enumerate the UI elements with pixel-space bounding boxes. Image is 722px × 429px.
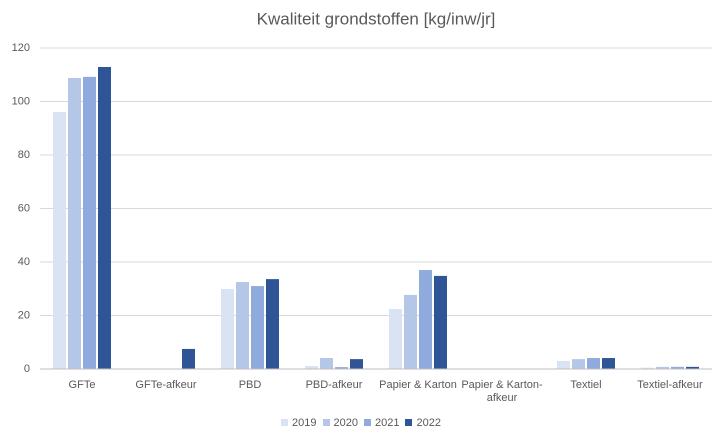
bar — [68, 77, 81, 370]
legend-label: 2020 — [333, 417, 358, 429]
y-tick-label: 100 — [12, 95, 30, 107]
x-tick-label: Papier & Karton-afkeur — [461, 379, 543, 404]
bar — [602, 358, 615, 369]
x-tick-label: Textiel — [570, 379, 602, 391]
bar — [335, 367, 348, 369]
x-tick-label: GFTe-afkeur — [135, 379, 197, 391]
x-tick-label: Textiel-afkeur — [637, 379, 703, 391]
legend-item: 2019 — [281, 417, 317, 429]
bar — [572, 359, 585, 369]
legend-item: 2022 — [405, 417, 441, 429]
y-tick-label: 80 — [18, 149, 30, 161]
bar — [182, 348, 195, 369]
legend-swatch — [405, 419, 413, 426]
legend-label: 2019 — [292, 417, 317, 429]
x-tick-label: GFTe — [68, 379, 96, 391]
bar — [350, 359, 363, 369]
chart-title: Kwaliteit grondstoffen [kg/inw/jr] — [257, 9, 496, 28]
legend-item: 2021 — [364, 417, 399, 429]
bar — [305, 366, 318, 369]
bar — [389, 309, 402, 369]
y-tick-label: 60 — [18, 202, 30, 214]
bar — [320, 358, 333, 369]
bar — [686, 366, 699, 369]
y-tick-label: 0 — [24, 363, 30, 375]
legend-item: 2020 — [322, 417, 358, 429]
y-tick-label: 40 — [18, 256, 30, 268]
bar — [641, 367, 654, 369]
legend-swatch — [322, 419, 330, 426]
bar — [557, 360, 570, 369]
bar — [404, 294, 417, 369]
legend: 2019 2020 2021 2022 — [0, 417, 722, 429]
bar — [236, 282, 249, 369]
bar — [587, 358, 600, 369]
bar — [266, 279, 279, 369]
bar — [434, 275, 447, 369]
y-tick-label: 20 — [18, 309, 30, 321]
x-tick-label: Papier & Karton — [379, 379, 457, 391]
bar — [98, 66, 111, 370]
bar — [83, 76, 96, 369]
legend-label: 2022 — [416, 417, 441, 429]
y-tick-label: 120 — [12, 42, 30, 54]
x-tick-label: PBD — [238, 379, 262, 391]
bar — [656, 366, 669, 369]
bar — [53, 111, 66, 370]
legend-label: 2021 — [375, 417, 400, 429]
bar — [251, 286, 264, 369]
bar — [221, 289, 234, 369]
bar — [671, 366, 684, 369]
legend-swatch — [364, 419, 371, 426]
legend-swatch — [281, 419, 289, 426]
bar — [419, 270, 432, 369]
x-tick-label: PBD-afkeur — [305, 379, 363, 391]
